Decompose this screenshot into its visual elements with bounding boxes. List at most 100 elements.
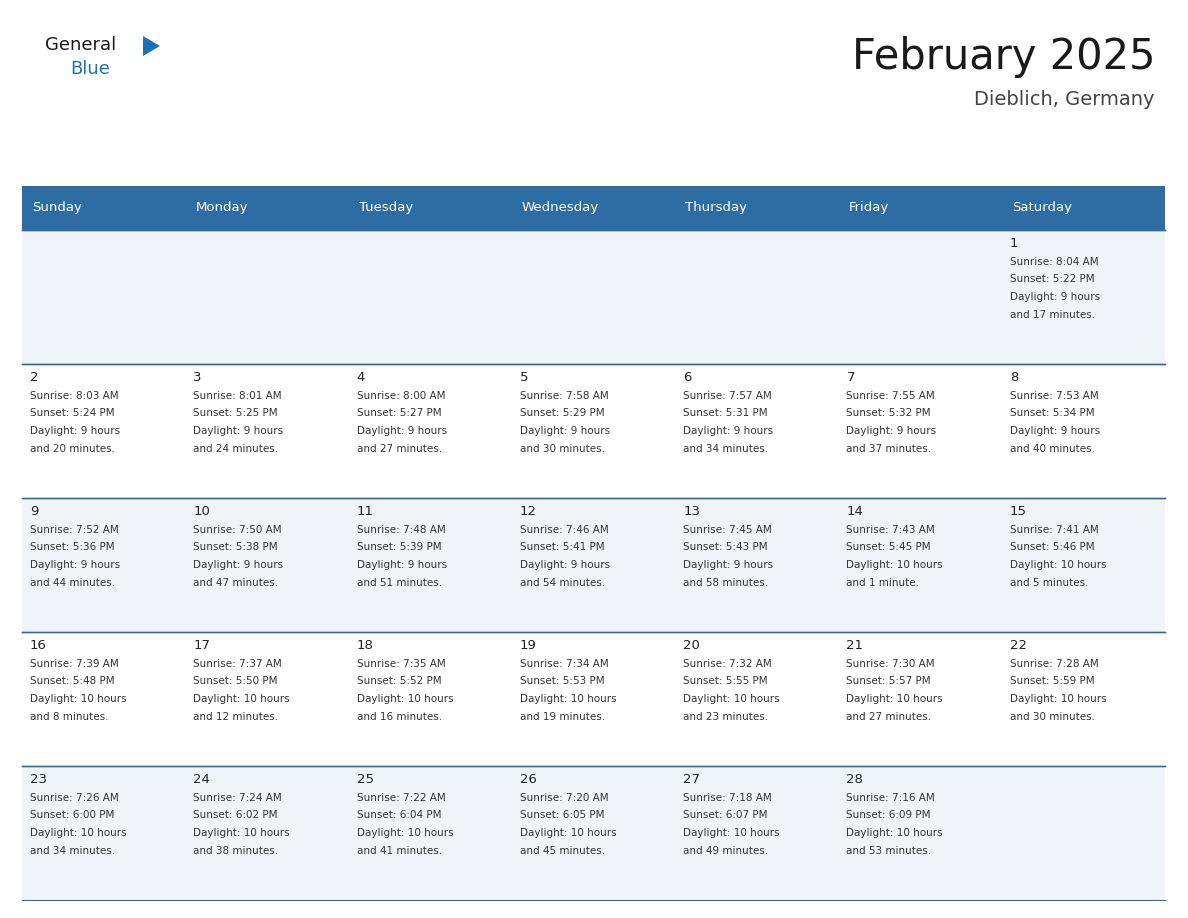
Text: and 47 minutes.: and 47 minutes. [194,577,278,588]
Text: Sunset: 5:31 PM: Sunset: 5:31 PM [683,409,767,419]
Text: Sunrise: 7:52 AM: Sunrise: 7:52 AM [30,525,119,535]
Text: Blue: Blue [70,60,109,78]
Text: Sunrise: 7:45 AM: Sunrise: 7:45 AM [683,525,772,535]
Text: Sunrise: 8:00 AM: Sunrise: 8:00 AM [356,391,446,401]
Bar [348,632,512,766]
Text: Daylight: 9 hours: Daylight: 9 hours [356,426,447,436]
Bar [1001,364,1165,498]
Text: Sunrise: 7:18 AM: Sunrise: 7:18 AM [683,793,772,803]
Bar [512,766,675,900]
Bar [185,364,348,498]
Bar [185,186,348,230]
Text: and 23 minutes.: and 23 minutes. [683,711,769,722]
Text: and 58 minutes.: and 58 minutes. [683,577,769,588]
Text: and 30 minutes.: and 30 minutes. [520,443,605,453]
Text: Sunset: 6:00 PM: Sunset: 6:00 PM [30,811,114,821]
Text: Sunset: 5:55 PM: Sunset: 5:55 PM [683,677,767,687]
Text: and 51 minutes.: and 51 minutes. [356,577,442,588]
Text: Daylight: 10 hours: Daylight: 10 hours [30,694,127,704]
Text: Sunrise: 7:35 AM: Sunrise: 7:35 AM [356,659,446,669]
Text: 1: 1 [1010,237,1018,250]
Text: 28: 28 [846,773,864,786]
Text: Sunrise: 7:30 AM: Sunrise: 7:30 AM [846,659,935,669]
Text: 2: 2 [30,371,38,384]
Bar [1001,498,1165,632]
Bar [675,364,839,498]
Text: 11: 11 [356,505,373,518]
Text: and 37 minutes.: and 37 minutes. [846,443,931,453]
Bar [348,498,512,632]
Text: Monday: Monday [195,201,248,215]
Text: Sunrise: 7:24 AM: Sunrise: 7:24 AM [194,793,282,803]
Text: Sunset: 5:53 PM: Sunset: 5:53 PM [520,677,605,687]
Bar [675,766,839,900]
Text: Sunset: 6:02 PM: Sunset: 6:02 PM [194,811,278,821]
Text: 9: 9 [30,505,38,518]
Text: February 2025: February 2025 [852,36,1155,78]
Bar [1001,230,1165,364]
Text: Daylight: 10 hours: Daylight: 10 hours [683,828,779,838]
Text: Sunrise: 7:50 AM: Sunrise: 7:50 AM [194,525,282,535]
Bar [1001,766,1165,900]
Text: Sunset: 5:39 PM: Sunset: 5:39 PM [356,543,441,553]
Bar [348,230,512,364]
Text: Daylight: 10 hours: Daylight: 10 hours [846,694,943,704]
Text: Daylight: 10 hours: Daylight: 10 hours [520,694,617,704]
Bar [348,766,512,900]
Bar [1001,186,1165,230]
Text: Sunset: 5:59 PM: Sunset: 5:59 PM [1010,677,1094,687]
Text: and 19 minutes.: and 19 minutes. [520,711,605,722]
Text: Sunset: 5:34 PM: Sunset: 5:34 PM [1010,409,1094,419]
Bar [185,498,348,632]
Text: and 27 minutes.: and 27 minutes. [846,711,931,722]
Text: Dieblich, Germany: Dieblich, Germany [974,90,1155,109]
Text: 6: 6 [683,371,691,384]
Text: Daylight: 9 hours: Daylight: 9 hours [356,560,447,570]
Bar [23,230,185,364]
Bar [839,364,1001,498]
Text: Daylight: 9 hours: Daylight: 9 hours [1010,426,1100,436]
Text: Sunset: 6:04 PM: Sunset: 6:04 PM [356,811,441,821]
Text: and 49 minutes.: and 49 minutes. [683,845,769,856]
Text: Daylight: 10 hours: Daylight: 10 hours [194,694,290,704]
Text: Sunset: 5:48 PM: Sunset: 5:48 PM [30,677,114,687]
Bar [675,632,839,766]
Bar [23,632,185,766]
Bar [23,186,185,230]
Text: Daylight: 10 hours: Daylight: 10 hours [194,828,290,838]
Text: and 12 minutes.: and 12 minutes. [194,711,278,722]
Text: Daylight: 9 hours: Daylight: 9 hours [1010,292,1100,302]
Bar [839,766,1001,900]
Text: and 45 minutes.: and 45 minutes. [520,845,605,856]
Text: and 44 minutes.: and 44 minutes. [30,577,115,588]
Text: Daylight: 10 hours: Daylight: 10 hours [1010,560,1106,570]
Text: Sunset: 5:22 PM: Sunset: 5:22 PM [1010,274,1094,285]
Text: 24: 24 [194,773,210,786]
Text: Sunrise: 7:34 AM: Sunrise: 7:34 AM [520,659,608,669]
Bar [839,186,1001,230]
Bar [839,498,1001,632]
Text: Sunset: 5:25 PM: Sunset: 5:25 PM [194,409,278,419]
Text: Sunset: 5:29 PM: Sunset: 5:29 PM [520,409,605,419]
Text: Sunset: 5:41 PM: Sunset: 5:41 PM [520,543,605,553]
Bar [675,186,839,230]
Text: 7: 7 [846,371,855,384]
Text: and 40 minutes.: and 40 minutes. [1010,443,1094,453]
Text: 13: 13 [683,505,700,518]
Text: and 27 minutes.: and 27 minutes. [356,443,442,453]
Text: Sunrise: 7:46 AM: Sunrise: 7:46 AM [520,525,608,535]
Text: Sunrise: 7:28 AM: Sunrise: 7:28 AM [1010,659,1099,669]
Text: and 5 minutes.: and 5 minutes. [1010,577,1088,588]
Bar [675,230,839,364]
Text: 12: 12 [520,505,537,518]
Text: Daylight: 9 hours: Daylight: 9 hours [520,560,609,570]
Text: Sunset: 5:24 PM: Sunset: 5:24 PM [30,409,114,419]
Text: General: General [45,36,116,54]
Bar [185,230,348,364]
Text: and 38 minutes.: and 38 minutes. [194,845,278,856]
Text: Sunrise: 7:37 AM: Sunrise: 7:37 AM [194,659,282,669]
Text: Sunday: Sunday [32,201,82,215]
Text: Sunrise: 7:57 AM: Sunrise: 7:57 AM [683,391,772,401]
Text: Sunset: 5:52 PM: Sunset: 5:52 PM [356,677,441,687]
Text: 5: 5 [520,371,529,384]
